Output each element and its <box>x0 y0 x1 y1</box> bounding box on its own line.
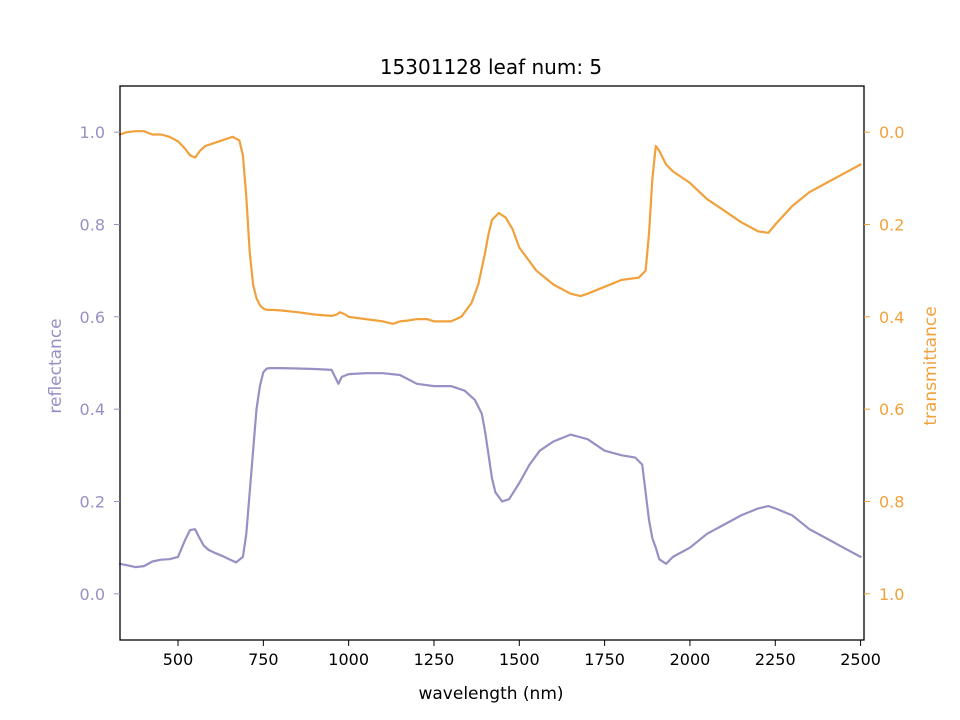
x-axis-label: wavelength (nm) <box>418 684 563 704</box>
x-tick-label: 1750 <box>584 650 625 669</box>
right-y-tick-label: 0.0 <box>879 123 904 142</box>
transmittance-line <box>118 130 862 325</box>
left-y-tick-label: 0.4 <box>80 400 105 419</box>
x-tick-label: 2000 <box>670 650 711 669</box>
plot-frame <box>119 85 865 641</box>
right-y-tick-label: 1.0 <box>879 585 904 604</box>
x-tick-label: 500 <box>163 650 194 669</box>
chart-title: 15301128 leaf num: 5 <box>380 55 602 79</box>
x-tick-label: 750 <box>248 650 279 669</box>
left-y-tick-label: 1.0 <box>80 123 105 142</box>
x-tick-label: 1500 <box>499 650 540 669</box>
right-y-axis-label: transmittance <box>921 306 941 425</box>
right-y-tick-label: 0.6 <box>879 400 904 419</box>
left-y-tick-label: 0.0 <box>80 585 105 604</box>
x-tick-label: 1000 <box>328 650 369 669</box>
right-y-tick-label: 0.8 <box>879 493 904 512</box>
right-y-tick-label: 0.4 <box>879 308 904 327</box>
left-y-tick-label: 0.2 <box>80 493 105 512</box>
x-tick-label: 2500 <box>840 650 881 669</box>
right-y-tick-label: 0.2 <box>879 216 904 235</box>
left-y-axis-label: reflectance <box>46 318 66 413</box>
axes-layer: 500 750 1000 1250 1500 1750 2000 2250 2500 0.0 0.2… <box>80 85 904 669</box>
left-y-tick-label: 0.6 <box>80 308 105 327</box>
reflectance-line <box>118 367 862 569</box>
x-tick-label: 1250 <box>414 650 455 669</box>
series-layer <box>118 130 862 569</box>
x-tick-label: 2250 <box>755 650 796 669</box>
left-y-tick-label: 0.8 <box>80 216 105 235</box>
